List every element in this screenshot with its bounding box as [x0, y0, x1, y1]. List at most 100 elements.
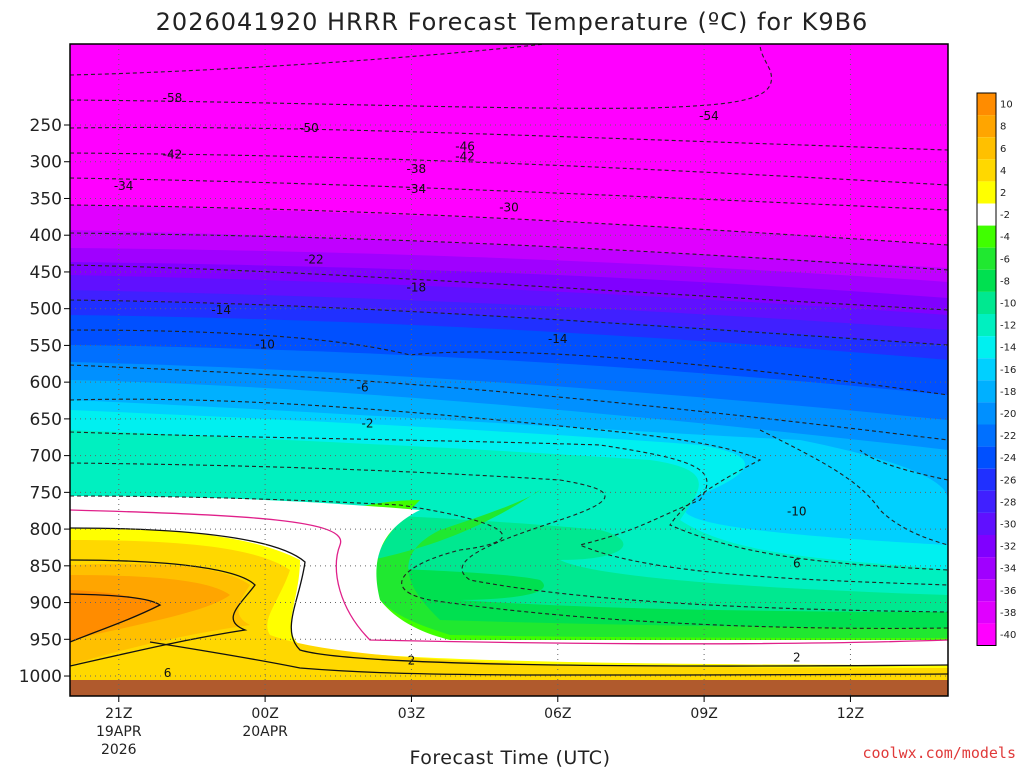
credit-link[interactable]: coolwx.com/models [862, 744, 1016, 762]
contour-label: -2 [362, 416, 374, 430]
colorbar-segment [977, 535, 996, 558]
colorbar-segment [977, 358, 996, 381]
colorbar-segment [977, 402, 996, 425]
band-orange-10 [70, 590, 160, 642]
colorbar-label: 8 [1000, 122, 1006, 133]
contour-22 [69, 329, 949, 396]
colorbar-label: -20 [1000, 409, 1016, 420]
x-tick-label: 06Z [544, 706, 571, 722]
colorbar-label: -30 [1000, 519, 1016, 530]
y-tick-label: 400 [30, 226, 62, 246]
y-tick-label: 700 [30, 447, 62, 467]
contour-label: -34 [114, 179, 134, 193]
colorbar-label: -38 [1000, 608, 1016, 619]
y-tick-label: 800 [30, 520, 62, 540]
x-tick-label: 20APR [242, 724, 288, 740]
contour-label: -42 [455, 150, 475, 164]
contour-50 [69, 126, 949, 151]
contour-58 [69, 43, 546, 76]
contour-pos-10 [69, 593, 162, 643]
y-tick-label: 600 [30, 373, 62, 393]
contour-label: -58 [163, 91, 183, 105]
contours [69, 43, 949, 629]
x-tick-label: 12Z [837, 706, 864, 722]
y-tick-label: 750 [30, 483, 62, 503]
contour-54 [69, 43, 772, 109]
colorbar-label: 6 [1000, 144, 1006, 155]
contour-14 [69, 398, 949, 571]
colorbar-segment [977, 336, 996, 359]
y-tick-label: 300 [30, 153, 62, 173]
contour-34 [69, 232, 949, 271]
colorbar-label: -34 [1000, 564, 1016, 575]
colorbar-segment [977, 623, 996, 646]
contour-label: -30 [499, 200, 519, 214]
contour-label: -6 [357, 380, 369, 394]
colorbar-segment [977, 159, 996, 182]
contour-30 [69, 264, 949, 311]
colorbar-label: -18 [1000, 387, 1016, 398]
colorbar-label: -6 [1000, 254, 1010, 265]
contour-label: 2 [408, 654, 416, 668]
colorbar-segment [977, 225, 996, 248]
colorbar-segment [977, 269, 996, 292]
x-tick-label: 09Z [690, 706, 717, 722]
colorbar: 10 8 6 4 2 -2 -4 -6 -8 -10 -12 -14 -16 -18 -20 -22 -24 -2… [976, 92, 1016, 646]
colorbar-label: -12 [1000, 321, 1016, 332]
contour-label: -14 [211, 303, 231, 317]
colorbar-segment [977, 115, 996, 138]
contour-label: 6 [164, 666, 172, 680]
colorbar-segment [977, 137, 996, 160]
contour-2 [69, 495, 949, 629]
y-tick-label: 900 [30, 594, 62, 614]
contour-pos-6-bottom [149, 641, 949, 676]
colorbar-segment [977, 601, 996, 624]
contour-label: -54 [699, 109, 719, 123]
contour-label: -18 [407, 280, 427, 294]
colorbar-label: -32 [1000, 542, 1016, 553]
contour-label: -10 [255, 338, 275, 352]
colorbar-label: -2 [1000, 210, 1010, 221]
x-tick-label: 03Z [398, 706, 425, 722]
colorbar-label: -8 [1000, 276, 1010, 287]
contour-label: 6 [793, 557, 801, 571]
contour-label: -14 [548, 332, 568, 346]
y-tick-label: 250 [30, 116, 62, 136]
colorbar-segment [977, 446, 996, 469]
colorbar-label: -22 [1000, 431, 1016, 442]
contour-label: 2 [793, 651, 801, 665]
grid-lines [70, 44, 948, 696]
colorbar-segment [977, 93, 996, 116]
contour-6 [69, 462, 949, 613]
contour-label: -46 [455, 139, 475, 153]
contour-labels: -58-54-50-46-42 -42-38-34 -34-30-22-18-14-… [114, 91, 807, 680]
zero-line [69, 509, 949, 645]
x-axis-label: Forecast Time (UTC) [410, 747, 611, 768]
contour-label: -38 [407, 162, 427, 176]
colorbar-segment [977, 468, 996, 491]
y-tick-label: 1000 [19, 667, 62, 687]
contour-label: -10 [787, 504, 807, 518]
y-tick-label: 500 [30, 300, 62, 320]
contour-14-right [759, 429, 949, 546]
positive-contours [69, 527, 949, 676]
colorbar-label: -24 [1000, 453, 1016, 464]
colorbar-segment [977, 557, 996, 580]
colorbar-label: -40 [1000, 630, 1016, 641]
y-axis: 250 300 350 400 450 500 550 600 650 700 750 800 850 9… [19, 116, 70, 687]
plot-area [69, 43, 949, 696]
contour-42 [69, 177, 949, 211]
colorbar-segment [977, 181, 996, 204]
zero-isotherm [69, 509, 949, 645]
x-tick-label: 00Z [251, 706, 278, 722]
contour-26 [69, 299, 949, 346]
y-tick-label: 550 [30, 336, 62, 356]
colorbar-segment [977, 203, 996, 226]
colorbar-label: 2 [1000, 188, 1006, 199]
contour-label: -50 [299, 121, 319, 135]
y-tick-label: 850 [30, 557, 62, 577]
contour-10 [69, 431, 949, 586]
contour-pos-6 [69, 559, 256, 667]
x-tick-label: 2026 [101, 742, 137, 758]
